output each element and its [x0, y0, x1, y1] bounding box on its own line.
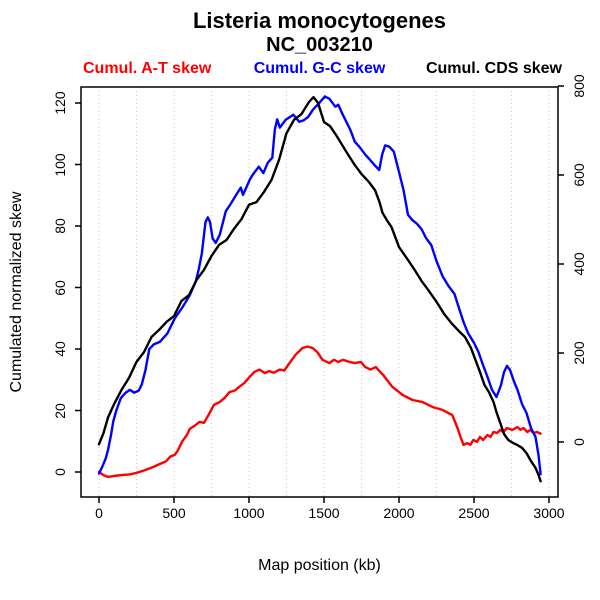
plot-title: Listeria monocytogenes: [192, 8, 447, 33]
plot-subtitle: NC_003210: [266, 34, 373, 56]
y-right-tick-label: 0: [571, 438, 587, 446]
legend-gc-skew: Cumul. G-C skew: [253, 60, 386, 77]
x-axis-title: Map position (kb): [258, 557, 381, 574]
y-right-tick-label: 200: [571, 341, 587, 365]
x-tick-label: 1000: [233, 505, 265, 521]
curve-cumul-cds-skew: [97, 95, 542, 483]
y-left-tick-label: 40: [52, 341, 68, 357]
y-right-tick-label: 600: [571, 163, 587, 187]
x-tick-label: 2000: [383, 505, 415, 521]
x-tick-label: 2500: [458, 505, 490, 521]
legend-cds-skew: Cumul. CDS skew: [425, 60, 562, 77]
curve-cumul-g-c-skew: [97, 95, 542, 476]
x-tick-label: 3000: [533, 505, 565, 521]
y-right-tick-label: 800: [571, 74, 587, 98]
x-tick-label: 0: [95, 505, 103, 521]
y-left-tick-label: 60: [52, 279, 68, 296]
y-left-tick-label: 20: [52, 402, 68, 419]
y-left-tick-label: 0: [52, 468, 68, 476]
y-left-tick-label: 80: [52, 218, 68, 234]
y-left-tick-label: 120: [52, 91, 68, 115]
x-tick-label: 500: [162, 505, 186, 521]
x-tick-label: 1500: [308, 505, 340, 521]
y-axis-title: Cumulated normalized skew: [8, 191, 25, 393]
legend-at-skew: Cumul. A-T skew: [83, 60, 212, 77]
y-right-tick-label: 400: [571, 252, 587, 276]
y-left-tick-label: 100: [52, 152, 68, 177]
plot-box: [80, 86, 559, 498]
curve-cumul-a-t-skew: [97, 345, 542, 479]
